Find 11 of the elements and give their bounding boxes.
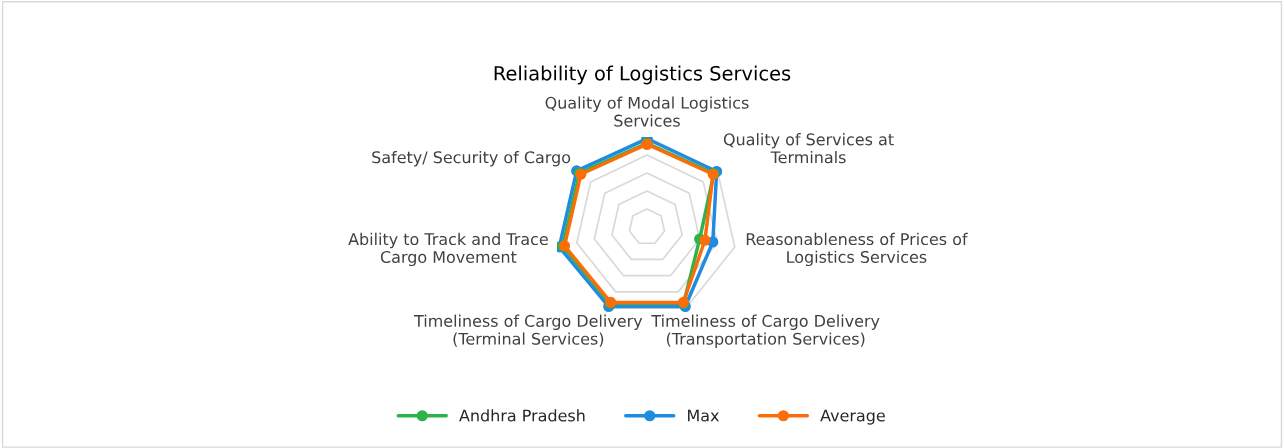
legend-label: Average: [820, 409, 885, 425]
chart-title: Reliability of Logistics Services: [494, 65, 791, 85]
legend-label: Andhra Pradesh: [459, 409, 585, 422]
spoke-label: Safety/ Security of Cargo: [372, 150, 571, 167]
spoke-label: Reasonableness of Prices of Logistics Services: [746, 232, 968, 267]
legend-label: Max: [688, 409, 719, 422]
spoke-label: Timeliness of Cargo Delivery (Transportation Services): [651, 314, 880, 348]
spoke-label: Timeliness of Cargo Delivery (Terminal Services): [413, 314, 643, 347]
spoke-label: Quality of Modal Logistics Services: [545, 96, 749, 127]
spoke-label: Ability to Track and Trace Cargo Movement: [348, 232, 548, 267]
spoke-label: Quality of Services at Terminals: [723, 133, 894, 164]
